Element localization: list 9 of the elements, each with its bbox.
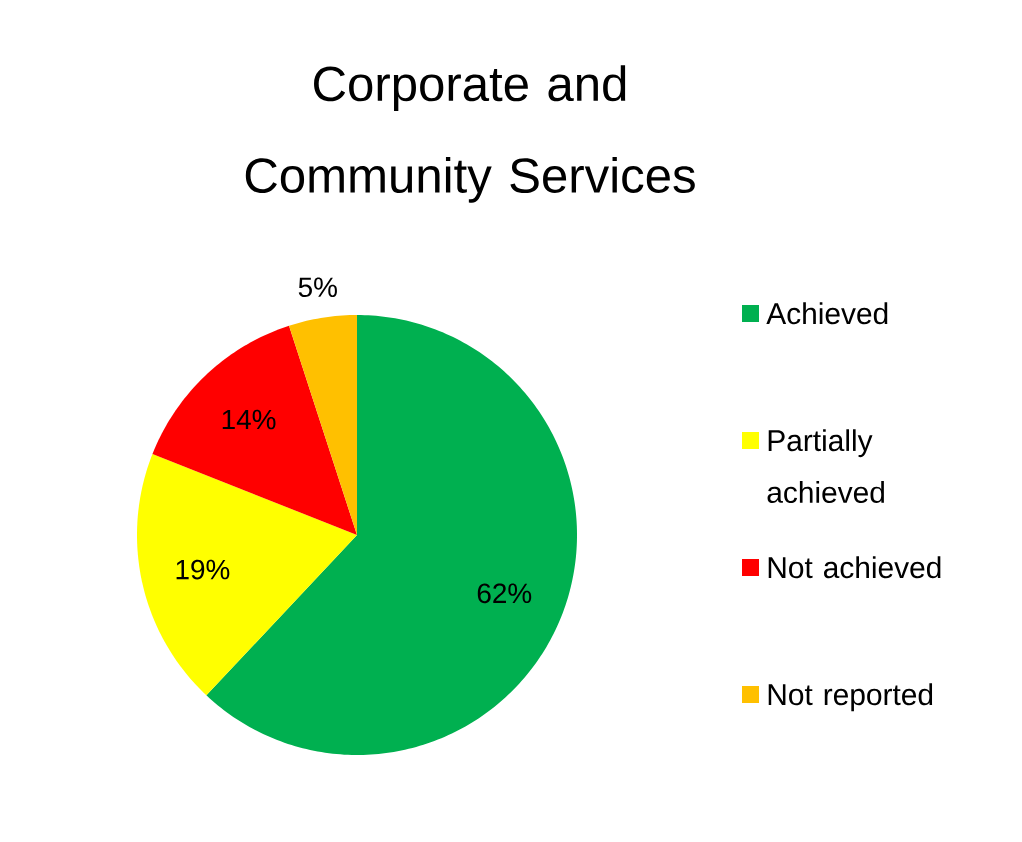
data-label: 62% (477, 583, 532, 604)
chart-title: Corporate and Community Services (245, 65, 695, 203)
data-label: 14% (222, 409, 276, 430)
data-label: 19% (176, 559, 230, 580)
legend-label: Partially achieved (767, 429, 884, 504)
legend-label: Not reported (768, 683, 933, 712)
legend-label: Not achieved (768, 556, 941, 579)
data-label: 5% (298, 277, 337, 298)
legend-label: Achieved (766, 302, 888, 325)
